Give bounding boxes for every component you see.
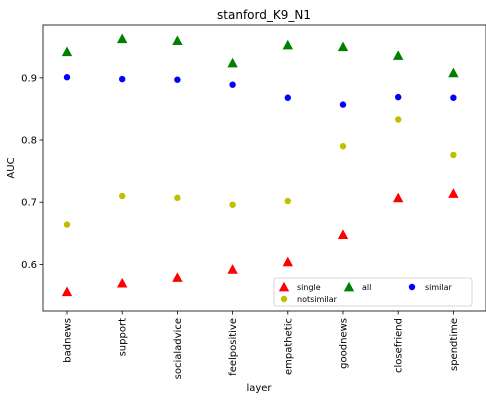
y-tick-label: 0.8	[21, 136, 37, 147]
point-notsimilar-spendtime	[450, 151, 457, 159]
point-single-goodnews	[337, 229, 349, 239]
point-similar-spendtime	[450, 94, 457, 101]
x-tick-label-closefriend: closefriend	[394, 318, 405, 373]
x-axis-label: layer	[246, 383, 272, 394]
series-notsimilar	[63, 116, 457, 228]
x-tick-label-feelpositive: feelpositive	[228, 318, 239, 376]
x-tick-label-empathetic: empathetic	[283, 318, 294, 375]
legend-label-notsimilar: notsimilar	[297, 295, 338, 304]
legend-label-single: single	[297, 283, 321, 292]
legend: single all similar notsimilar	[273, 277, 473, 307]
point-all-closefriend	[393, 50, 404, 60]
legend-item-notsimilar: notsimilar	[280, 295, 338, 304]
point-all-support	[117, 33, 128, 44]
y-tick-label: 0.9	[21, 73, 37, 84]
point-similar-socialadvice	[174, 76, 181, 83]
x-tick-label-goodnews: goodnews	[339, 318, 350, 369]
point-notsimilar-support	[119, 192, 126, 200]
point-notsimilar-feelpositive	[229, 201, 236, 208]
series-single	[61, 188, 459, 297]
point-single-badnews	[61, 286, 73, 297]
y-tick-label: 0.6	[21, 260, 37, 271]
point-all-socialadvice	[172, 35, 183, 45]
legend-label-similar: similar	[425, 283, 453, 292]
point-all-goodnews	[337, 41, 349, 52]
point-similar-goodnews	[339, 101, 347, 108]
legend-marker-similar	[408, 283, 416, 291]
y-axis: 0.6 0.7 0.8 0.9	[21, 73, 43, 271]
point-similar-feelpositive	[229, 81, 236, 88]
point-similar-empathetic	[284, 94, 291, 101]
point-single-empathetic	[282, 256, 293, 267]
y-axis-label: AUC	[6, 157, 17, 178]
legend-marker-notsimilar	[280, 295, 288, 303]
legend-marker-single	[278, 281, 290, 292]
legend-marker-all	[343, 281, 355, 292]
point-notsimilar-empathetic	[284, 197, 291, 205]
x-tick-label-spendtime: spendtime	[449, 318, 460, 371]
point-similar-support	[119, 75, 126, 83]
point-similar-closefriend	[395, 93, 402, 101]
point-notsimilar-badnews	[63, 221, 71, 228]
point-similar-badnews	[63, 74, 71, 81]
point-single-socialadvice	[172, 272, 183, 282]
point-single-closefriend	[393, 192, 404, 203]
legend-item-similar: similar	[408, 283, 453, 292]
point-all-empathetic	[282, 39, 293, 50]
x-tick-label-support: support	[118, 318, 129, 356]
series-all	[61, 33, 459, 78]
point-notsimilar-goodnews	[339, 143, 347, 150]
point-notsimilar-socialadvice	[174, 194, 181, 202]
x-axis: badnews support socialadvice feelpositive em…	[63, 311, 460, 379]
point-all-spendtime	[448, 67, 459, 78]
legend-item-all: all	[343, 281, 371, 292]
point-single-support	[117, 277, 128, 288]
point-single-feelpositive	[227, 264, 238, 274]
y-tick-label: 0.7	[21, 198, 37, 209]
legend-label-all: all	[362, 283, 371, 292]
point-all-badnews	[61, 46, 73, 57]
point-all-feelpositive	[227, 57, 238, 68]
x-tick-label-socialadvice: socialadvice	[173, 318, 184, 379]
legend-item-single: single	[278, 281, 321, 292]
chart-title: stanford_K9_N1	[217, 8, 311, 22]
point-single-spendtime	[448, 188, 459, 198]
plot-frame	[42, 24, 486, 312]
plot-marks	[61, 33, 459, 297]
point-notsimilar-closefriend	[395, 116, 402, 123]
legend-box	[273, 277, 473, 307]
series-similar	[63, 74, 457, 108]
x-tick-label-badnews: badnews	[63, 318, 74, 363]
